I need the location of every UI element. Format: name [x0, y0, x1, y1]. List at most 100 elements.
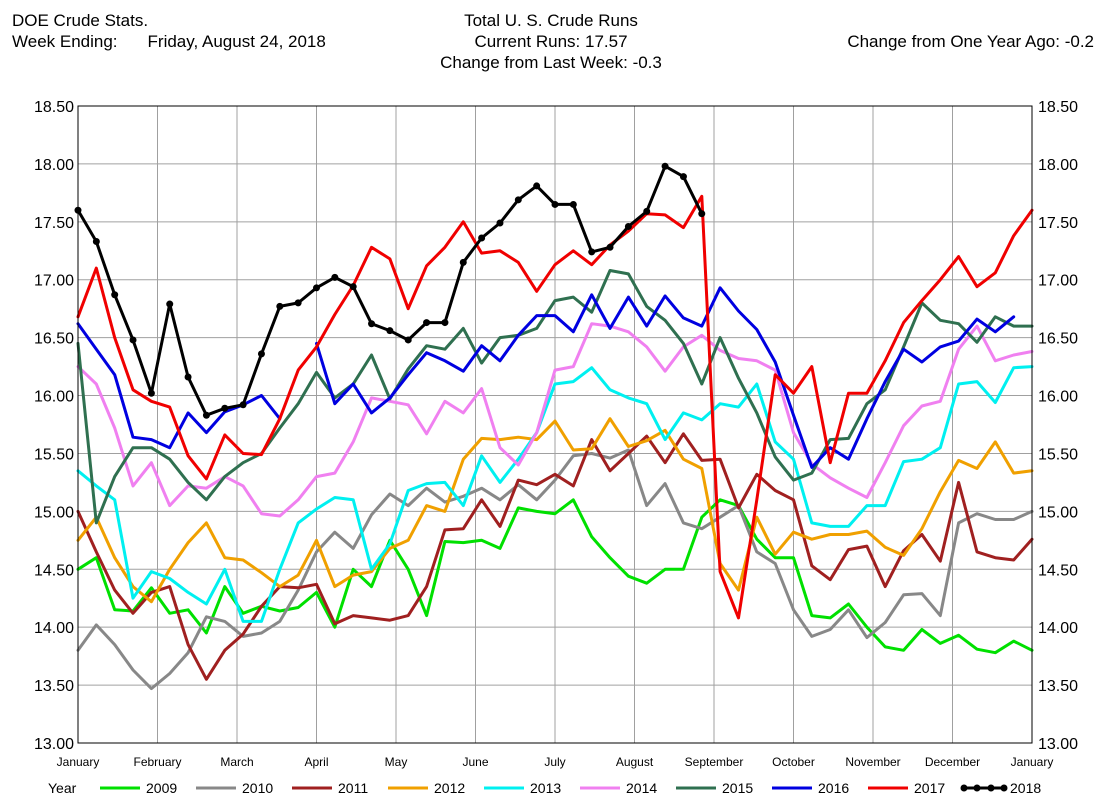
chart-title: Total U. S. Crude Runs: [464, 11, 638, 30]
y-tick-label-right: 18.50: [1038, 99, 1078, 116]
data-point-2018: [368, 320, 376, 328]
data-point-2018: [496, 219, 504, 227]
x-tick-label: January: [1011, 755, 1054, 769]
y-tick-label-right: 17.00: [1038, 273, 1078, 290]
y-tick-label-left: 18.50: [34, 99, 74, 116]
legend-item-2011: 2011: [292, 780, 368, 796]
data-point-2018: [423, 319, 431, 327]
current-runs: Current Runs: 17.57: [474, 32, 628, 51]
y-tick-label-right: 17.50: [1038, 215, 1078, 232]
legend: Year 2009 2010 2011 2012 2013 2014 2015 2016 2017…: [48, 780, 1041, 796]
x-tick-label: January: [57, 755, 100, 769]
plot-frame: [77, 105, 1033, 744]
data-point-2018: [533, 182, 541, 190]
series-line-2010: [76, 448, 1034, 691]
header-center: Total U. S. Crude Runs Current Runs: 17.…: [440, 10, 662, 73]
series-2018: [74, 162, 706, 419]
y-tick-label-right: 13.00: [1038, 736, 1078, 753]
data-point-2018: [404, 336, 412, 344]
y-tick-label-left: 15.00: [34, 504, 74, 521]
data-point-2018: [588, 248, 596, 256]
series-line-2015: [76, 269, 1034, 525]
data-point-2018: [624, 222, 632, 230]
legend-item-2013: 2013: [484, 780, 561, 796]
data-point-2018: [551, 200, 559, 208]
data-point-2018: [643, 207, 651, 215]
series-line-2014: [76, 322, 1034, 518]
legend-item-2009: 2009: [100, 780, 177, 796]
y-tick-label-left: 14.00: [34, 620, 74, 637]
y-tick-label-right: 13.50: [1038, 678, 1078, 695]
x-tick-label: December: [925, 755, 980, 769]
y-axis-labels: 13.00 13.00 13.50 13.50 14.00 14.00 14.50 14.50…: [34, 99, 1078, 753]
legend-marker: [1000, 784, 1008, 792]
legend-label: 2013: [530, 780, 561, 796]
data-point-2018: [202, 411, 210, 419]
data-point-2018: [441, 319, 449, 327]
series-line-2017: [76, 194, 1034, 620]
y-tick-label-right: 18.00: [1038, 157, 1078, 174]
y-tick-label-right: 16.00: [1038, 389, 1078, 406]
legend-label: 2014: [626, 780, 657, 796]
x-tick-label: September: [685, 755, 744, 769]
data-point-2018: [349, 283, 357, 291]
data-point-2018: [184, 373, 192, 381]
legend-label: 2017: [914, 780, 945, 796]
series-layer: [74, 162, 1034, 691]
data-point-2018: [92, 238, 100, 246]
series-2012: [76, 417, 1034, 604]
data-point-2018: [239, 401, 247, 409]
y-tick-label-right: 16.50: [1038, 331, 1078, 348]
legend-label: 2018: [1010, 780, 1041, 796]
legend-label: 2011: [338, 780, 368, 796]
week-ending-row: Week Ending: Friday, August 24, 2018: [12, 31, 326, 52]
data-point-2018: [661, 162, 669, 170]
series-2015: [76, 269, 1034, 525]
legend-item-2015: 2015: [676, 780, 753, 796]
data-point-2018: [698, 210, 706, 218]
week-ending-label: Week Ending:: [12, 32, 118, 51]
data-point-2018: [459, 258, 467, 266]
y-tick-label-left: 15.50: [34, 446, 74, 463]
legend-item-2016: 2016: [772, 780, 849, 796]
data-point-2018: [129, 336, 137, 344]
data-point-2018: [569, 200, 577, 208]
series-2011: [76, 432, 1034, 681]
legend-title: Year: [48, 780, 77, 796]
data-point-2018: [276, 302, 284, 310]
series-2014: [76, 322, 1034, 518]
data-point-2018: [514, 196, 522, 204]
change-last-week: Change from Last Week: -0.3: [440, 53, 662, 72]
y-tick-label-left: 16.50: [34, 331, 74, 348]
y-tick-label-left: 17.50: [34, 215, 74, 232]
series-line-2012: [76, 417, 1034, 604]
data-point-2018: [386, 327, 394, 335]
y-tick-label-right: 15.00: [1038, 504, 1078, 521]
legend-marker: [973, 784, 981, 792]
y-tick-label-left: 13.50: [34, 678, 74, 695]
data-point-2018: [166, 300, 174, 308]
series-2013: [76, 365, 1034, 623]
y-tick-label-left: 18.00: [34, 157, 74, 174]
data-point-2018: [679, 173, 687, 181]
series-2017: [76, 194, 1034, 620]
source-label: DOE Crude Stats.: [12, 11, 149, 30]
x-tick-label: May: [385, 755, 408, 769]
legend-item-2010: 2010: [196, 780, 273, 796]
legend-label: 2015: [722, 780, 753, 796]
header-left: DOE Crude Stats. Week Ending: Friday, Aug…: [12, 10, 326, 52]
y-tick-label-right: 15.50: [1038, 446, 1078, 463]
x-tick-label: March: [220, 755, 253, 769]
legend-label: 2009: [146, 780, 177, 796]
y-tick-label-left: 13.00: [34, 736, 74, 753]
y-tick-label-right: 14.00: [1038, 620, 1078, 637]
data-point-2018: [221, 404, 229, 412]
y-tick-label-right: 14.50: [1038, 562, 1078, 579]
data-point-2018: [111, 291, 119, 299]
x-tick-label: November: [845, 755, 900, 769]
legend-item-2012: 2012: [388, 780, 465, 796]
data-point-2018: [478, 234, 486, 242]
legend-item-2014: 2014: [580, 780, 657, 796]
legend-label: 2012: [434, 780, 465, 796]
